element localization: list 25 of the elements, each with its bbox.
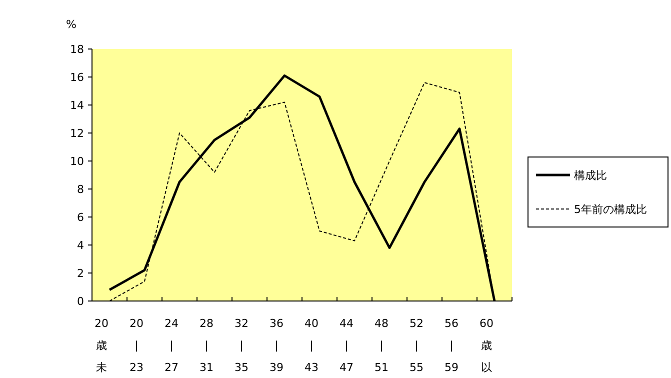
x-tick-label: 44 | 47 [340,317,354,374]
legend-label: 5年前の構成比 [574,202,647,216]
y-axis-title: % [66,18,76,31]
x-tick-label: 48 | 51 [374,317,388,374]
x-tick-label: 28 | 31 [200,317,214,374]
x-tick-label: 52 | 55 [410,317,424,374]
x-tick-label: 56 | 59 [444,317,458,374]
x-tick-label: 40 | 43 [304,317,318,374]
legend-label: 構成比 [574,168,607,182]
x-tick-label: 20歳未 [94,317,108,374]
x-tick-label: 32 | 35 [234,317,248,374]
x-tick-label: 60歳以 [480,317,494,374]
y-tick-label: 10 [70,154,84,168]
x-tick-label: 24 | 27 [164,317,178,374]
y-tick-label: 6 [77,210,84,224]
y-tick-label: 18 [70,42,84,56]
y-tick-label: 2 [77,266,84,280]
y-tick-label: 0 [77,294,84,308]
x-tick-label: 36 | 39 [270,317,284,374]
y-tick-label: 8 [77,182,84,196]
y-tick-label: 4 [77,238,84,252]
y-tick-label: 12 [70,126,84,140]
x-tick-label: 20 | 23 [130,317,144,374]
y-tick-label: 14 [70,98,84,112]
y-tick-label: 16 [70,70,84,84]
